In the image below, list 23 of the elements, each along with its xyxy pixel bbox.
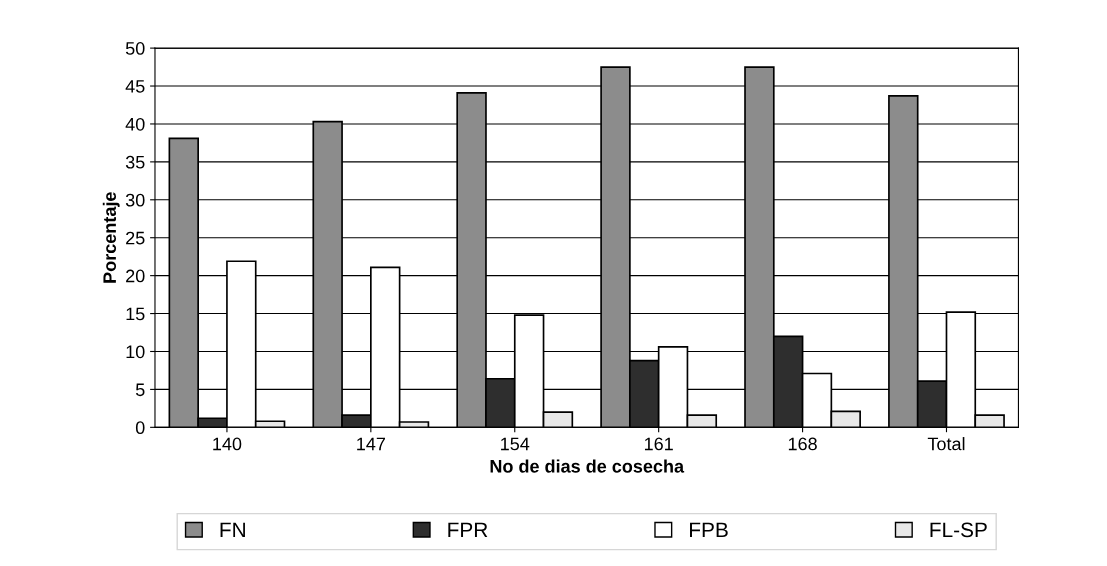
y-tick-label: 10 xyxy=(126,345,145,359)
y-tick-label: 50 xyxy=(125,42,145,55)
y-tick-label: 30 xyxy=(125,193,145,207)
x-tick-label: 168 xyxy=(788,437,817,451)
y-tick-label: 40 xyxy=(125,117,145,131)
y-tick-label: 25 xyxy=(126,231,145,245)
y-tick-label: 15 xyxy=(126,307,145,321)
legend-label: FN xyxy=(220,522,245,538)
y-axis-title: Porcentaje xyxy=(102,192,120,283)
y-tick-label: 20 xyxy=(126,269,145,283)
legend-label: FPB xyxy=(690,522,728,538)
x-tick-label: 154 xyxy=(501,437,530,451)
y-tick-label: 0 xyxy=(135,421,145,435)
x-tick-label: 140 xyxy=(213,437,242,451)
legend-label: FPR xyxy=(448,522,488,538)
x-tick-label: 161 xyxy=(644,437,673,451)
y-tick-label: 5 xyxy=(135,383,145,397)
legend-label: FL-SP xyxy=(930,522,987,538)
y-tick-label: 45 xyxy=(125,80,145,93)
x-axis-title: No de dias de cosecha xyxy=(490,459,685,473)
x-tick-label: 147 xyxy=(357,437,385,451)
y-tick-label: 35 xyxy=(125,155,145,169)
x-tick-label: Total xyxy=(927,437,965,451)
